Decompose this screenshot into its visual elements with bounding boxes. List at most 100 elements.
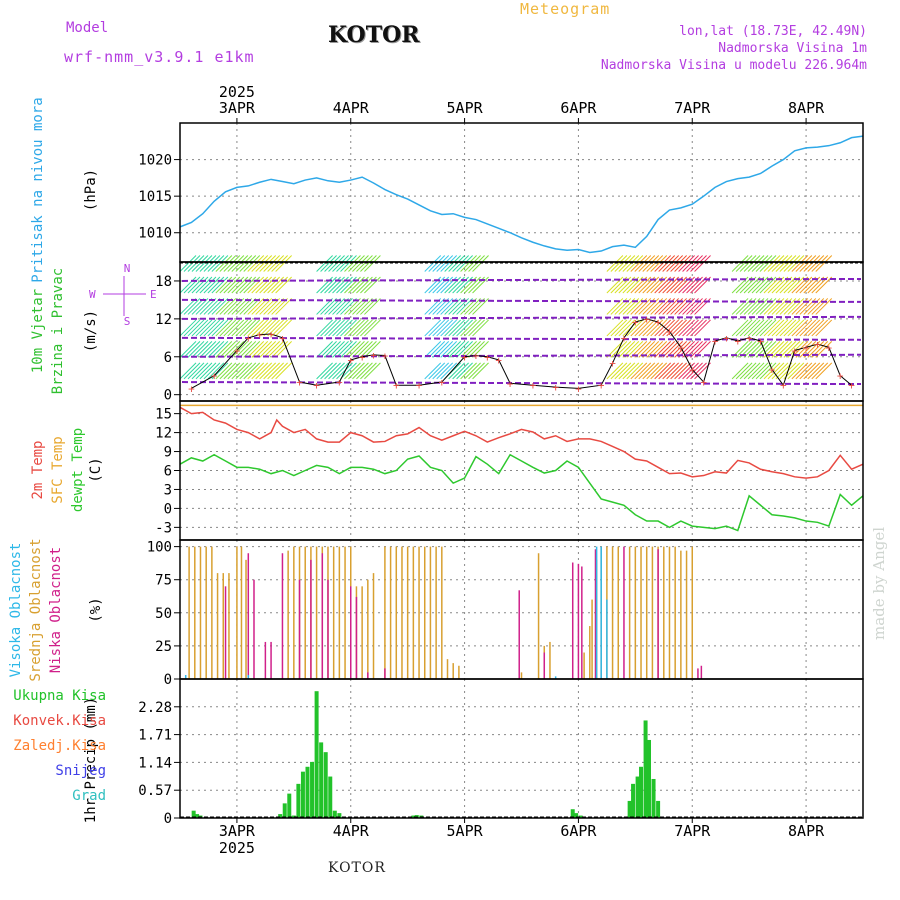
wind-barb: [360, 276, 377, 294]
wind-barb: [324, 319, 341, 337]
wind-barb: [807, 341, 825, 358]
wind-barb: [231, 341, 249, 358]
wind-barb: [332, 362, 349, 380]
wind-barb: [755, 319, 773, 337]
wind-barb: [662, 341, 680, 358]
wind-barb: [646, 255, 664, 272]
wind-barb: [779, 341, 797, 358]
gust-marker: +: [803, 341, 810, 354]
gust-marker: +: [780, 379, 787, 392]
wind-barb: [662, 362, 680, 380]
wind-barb: [231, 319, 249, 337]
wind-barb: [239, 319, 257, 337]
wind-barb: [731, 362, 749, 380]
wind-barb: [271, 362, 288, 380]
wind-barb: [436, 255, 454, 272]
precip-bar: [310, 761, 315, 818]
wind-barb: [324, 341, 341, 358]
model-altitude-label: Nadmorska Visina u modelu 226.964m: [600, 58, 867, 73]
cloud-unit: (%): [88, 597, 104, 622]
wind-barb: [336, 362, 353, 380]
gust-marker: +: [689, 363, 696, 376]
wind-barb: [815, 341, 833, 358]
wind-barb: [614, 319, 632, 337]
wind-barb: [320, 298, 337, 315]
wind-barb: [316, 341, 333, 358]
gust-marker: +: [791, 344, 798, 357]
top-date-label: 8APR: [788, 99, 825, 117]
wind-barb: [211, 362, 229, 380]
wind-level-band: [181, 381, 862, 386]
wind-barb: [183, 276, 201, 294]
wind-level-band: [181, 315, 862, 320]
wind-barb: [791, 255, 809, 272]
wind-barb: [340, 255, 357, 272]
wind-barb: [448, 341, 466, 358]
wind-barb: [670, 362, 687, 380]
gust-marker: +: [279, 332, 286, 345]
y-tick-label: 0.57: [138, 783, 172, 799]
bottom-date-label: 4APR: [333, 822, 370, 840]
wind-barb: [783, 319, 801, 337]
wind-barb: [472, 298, 489, 315]
wind-barb: [223, 341, 241, 358]
wind-barb: [191, 319, 209, 337]
wind-barb: [815, 319, 833, 337]
wind-barb: [183, 341, 201, 358]
wind-barb: [674, 362, 691, 380]
wind-barb: [243, 276, 261, 294]
location-title: KOTOR: [328, 22, 420, 48]
wind-barb: [255, 362, 273, 380]
wind-barb: [448, 319, 466, 337]
wind-barb: [263, 341, 281, 358]
wind-barb: [211, 341, 229, 358]
wind-barb: [807, 362, 825, 380]
wind-barb: [275, 341, 292, 358]
wind-barb: [203, 319, 221, 337]
wind-barb: [187, 319, 205, 337]
wind-barb: [795, 319, 813, 337]
wind-barb: [464, 298, 481, 315]
wind-barb: [610, 255, 628, 272]
wind-barb: [336, 319, 353, 337]
gust-marker: +: [609, 357, 616, 370]
bottom-date-label: 7APR: [674, 822, 711, 840]
wind-barb: [235, 298, 253, 315]
wind-barb: [316, 255, 333, 272]
wind-barb: [743, 362, 761, 380]
wind-barb: [759, 298, 777, 315]
precip-bar: [319, 742, 324, 818]
bottom-date-label: 3APR: [219, 822, 256, 840]
wind-barb: [456, 276, 473, 294]
wind-barb: [183, 319, 201, 337]
y-tick-label: 18: [155, 274, 172, 290]
gust-marker: +: [598, 379, 605, 392]
wind-level-band: [181, 277, 862, 282]
gust-marker: +: [336, 376, 343, 389]
wind-barb: [255, 298, 273, 315]
wind-barb: [320, 255, 337, 272]
gust-marker: +: [268, 328, 275, 341]
wind-barb: [658, 362, 676, 380]
wind-barb: [255, 276, 273, 294]
wind-barb: [606, 276, 624, 294]
wind-barb: [183, 298, 201, 315]
wind-barb: [436, 319, 454, 337]
precip-bar: [337, 813, 342, 818]
pressure-line: [179, 135, 864, 254]
wind-barb: [356, 319, 373, 337]
wind-barb: [219, 276, 237, 294]
wind-barb: [424, 319, 442, 337]
wind-barb: [251, 319, 269, 337]
wind-barb: [739, 362, 757, 380]
y-tick-label: 25: [155, 639, 172, 655]
wind-barb: [428, 341, 446, 358]
precip-bar: [191, 810, 196, 818]
precip-legend-item: Ukupna Kisa: [13, 688, 106, 704]
precip-bar: [332, 810, 337, 818]
wind-barb: [610, 362, 628, 380]
wind-barb: [626, 362, 644, 380]
wind-barb: [356, 341, 373, 358]
wind-barb: [344, 341, 361, 358]
gust-marker: +: [313, 379, 320, 392]
